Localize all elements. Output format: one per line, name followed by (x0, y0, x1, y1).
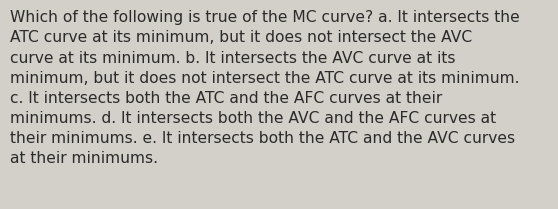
Text: Which of the following is true of the MC curve? a. It intersects the
ATC curve a: Which of the following is true of the MC… (10, 10, 520, 166)
